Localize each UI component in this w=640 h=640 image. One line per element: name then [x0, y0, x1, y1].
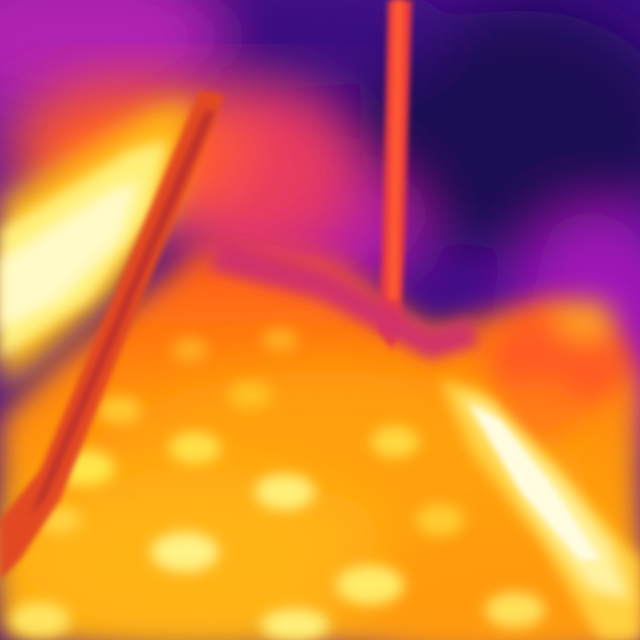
horizon-seam — [210, 240, 480, 360]
bright-edge-glow-right — [440, 380, 640, 640]
diagonal-hot-pipe — [0, 90, 225, 580]
vertical-rod — [378, 0, 412, 350]
warm-patch-right — [490, 300, 630, 440]
bright-edge-glow-left — [0, 100, 195, 390]
